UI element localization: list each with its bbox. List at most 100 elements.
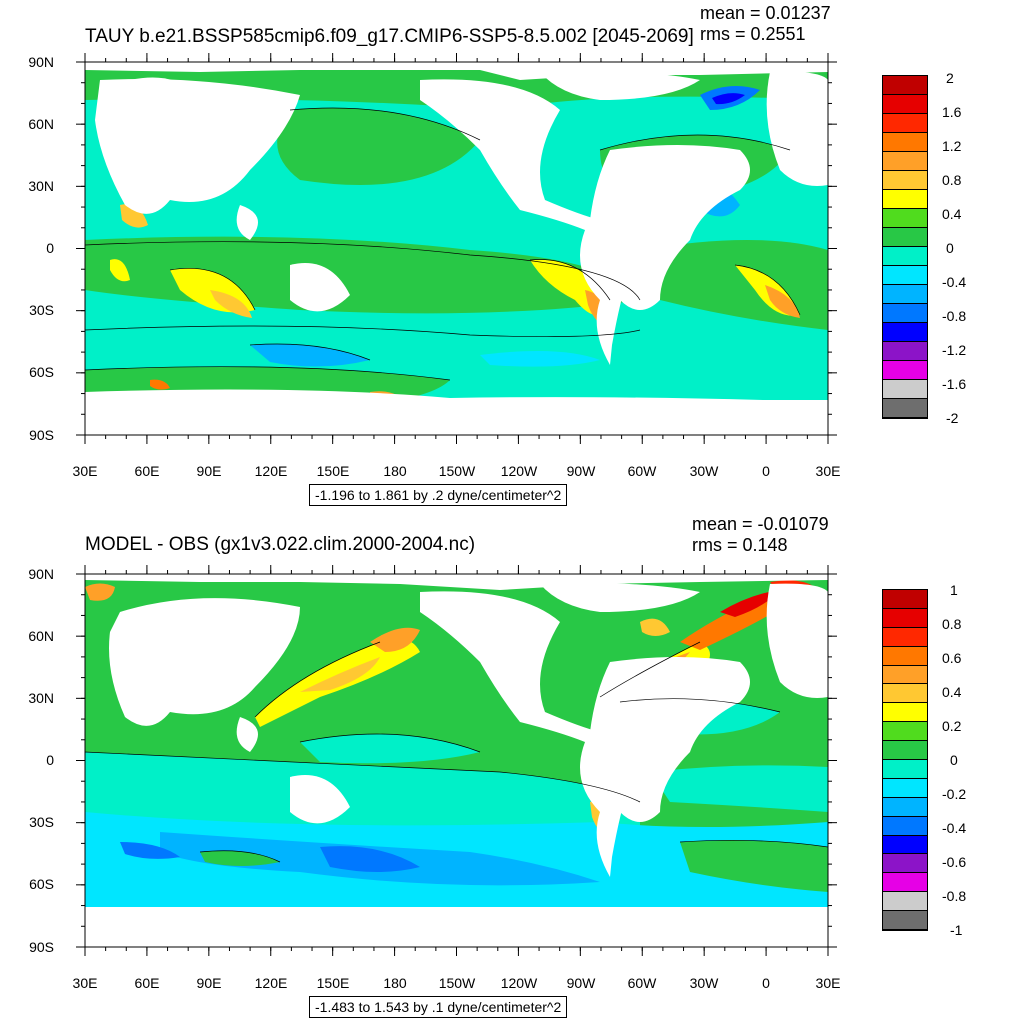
top-land bbox=[85, 62, 828, 435]
lat-label: 30N bbox=[28, 690, 54, 706]
colorbar-label: -2 bbox=[946, 410, 959, 426]
colorbar-label: 0.4 bbox=[942, 684, 962, 700]
bottom-axis-ticks bbox=[76, 565, 837, 956]
lon-label: 180 bbox=[383, 463, 407, 479]
colorbar-swatch bbox=[883, 152, 927, 171]
colorbar-swatch bbox=[883, 892, 927, 912]
colorbar-label: 0.8 bbox=[942, 616, 962, 632]
top-axis-ticks bbox=[76, 53, 837, 444]
lon-label: 90W bbox=[566, 975, 596, 991]
colorbar-swatch bbox=[883, 608, 927, 628]
colorbar-swatch bbox=[883, 323, 927, 342]
lat-label: 60N bbox=[28, 116, 54, 132]
colorbar-label: 0 bbox=[950, 752, 958, 768]
top-map-panel: TAUY b.e21.BSSP585cmip6.f09_g17.CMIP6-SS… bbox=[28, 3, 967, 506]
colorbar-label: -0.8 bbox=[942, 888, 967, 904]
lon-label: 30E bbox=[72, 463, 98, 479]
bottom-colorbar bbox=[882, 589, 928, 931]
colorbar-swatch bbox=[883, 741, 927, 760]
top-field bbox=[85, 62, 828, 435]
colorbar-label: 1.2 bbox=[942, 138, 962, 154]
lat-label: 30S bbox=[29, 814, 54, 830]
colorbar-swatch bbox=[883, 797, 927, 817]
bottom-contour-range-box: -1.483 to 1.543 by .1 dyne/centimeter^2 bbox=[309, 996, 568, 1018]
lat-label: 30S bbox=[29, 302, 54, 318]
colorbar-label: -1.2 bbox=[942, 342, 967, 358]
colorbar-label: -0.4 bbox=[942, 274, 967, 290]
lat-label: 90N bbox=[28, 566, 54, 582]
lon-label: 0 bbox=[762, 975, 770, 991]
lon-label: 30E bbox=[815, 975, 841, 991]
lat-label: 30N bbox=[28, 178, 54, 194]
lon-label: 150E bbox=[316, 975, 350, 991]
bottom-rms-value: rms = 0.148 bbox=[692, 535, 788, 555]
colorbar-label: -0.6 bbox=[942, 854, 967, 870]
lon-label: 180 bbox=[383, 975, 407, 991]
lon-label: 60W bbox=[627, 975, 657, 991]
colorbar-label: -1.6 bbox=[942, 376, 967, 392]
colorbar-swatch bbox=[883, 171, 927, 190]
colorbar-swatch bbox=[883, 228, 927, 247]
colorbar-label: 2 bbox=[946, 70, 954, 86]
colorbar-swatch bbox=[883, 627, 927, 647]
lat-label: 60S bbox=[29, 364, 54, 380]
colorbar-label: -0.2 bbox=[942, 786, 967, 802]
top-map-canvas bbox=[76, 53, 837, 444]
colorbar-swatch bbox=[883, 760, 927, 779]
colorbar-swatch bbox=[883, 304, 927, 323]
top-mean-value: mean = 0.01237 bbox=[700, 3, 831, 23]
lon-label: 120E bbox=[254, 975, 288, 991]
bottom-land bbox=[85, 574, 828, 947]
colorbar-swatch bbox=[883, 95, 927, 114]
top-contour-range-box: -1.196 to 1.861 by .2 dyne/centimeter^2 bbox=[309, 484, 568, 506]
bottom-map-title: MODEL - OBS (gx1v3.022.clim.2000-2004.nc… bbox=[85, 534, 476, 555]
bottom-contours bbox=[85, 641, 828, 863]
lat-label: 60N bbox=[28, 628, 54, 644]
lon-label: 150E bbox=[316, 463, 350, 479]
bottom-map-canvas bbox=[76, 565, 837, 956]
colorbar-swatch bbox=[883, 266, 927, 285]
colorbar-swatch bbox=[883, 684, 927, 704]
colorbar-swatch bbox=[883, 665, 927, 685]
lon-label: 90E bbox=[196, 463, 222, 479]
bottom-colorbar-swatches bbox=[882, 589, 928, 931]
bottom-mean-value: mean = -0.01079 bbox=[692, 514, 829, 534]
colorbar-swatch bbox=[883, 703, 927, 723]
lat-label: 0 bbox=[46, 752, 54, 768]
colorbar-swatch bbox=[883, 209, 927, 228]
lon-label: 150W bbox=[438, 463, 476, 479]
top-contours bbox=[85, 107, 801, 381]
lon-label: 60W bbox=[627, 463, 657, 479]
colorbar-label: -0.4 bbox=[942, 820, 967, 836]
colorbar-label: -1 bbox=[950, 922, 963, 938]
colorbar-swatch bbox=[883, 285, 927, 304]
lon-label: 30E bbox=[815, 463, 841, 479]
colorbar-swatch bbox=[883, 911, 927, 930]
colorbar-swatch bbox=[883, 114, 927, 133]
colorbar-label: 1.6 bbox=[942, 104, 962, 120]
bottom-map-panel: MODEL - OBS (gx1v3.022.clim.2000-2004.nc… bbox=[0, 512, 1024, 1024]
lat-label: 0 bbox=[46, 240, 54, 256]
lon-label: 30W bbox=[689, 975, 719, 991]
lat-label: 90S bbox=[29, 427, 54, 443]
top-colorbar bbox=[882, 75, 928, 419]
bottom-field bbox=[85, 574, 828, 947]
lon-label: 60E bbox=[134, 975, 160, 991]
lat-label: 90N bbox=[28, 54, 54, 70]
lat-label: 60S bbox=[29, 876, 54, 892]
lon-label: 120W bbox=[500, 975, 538, 991]
colorbar-swatch bbox=[883, 816, 927, 836]
colorbar-swatch bbox=[883, 778, 927, 798]
colorbar-label: 0.4 bbox=[942, 206, 962, 222]
colorbar-swatch bbox=[883, 646, 927, 666]
lon-label: 120E bbox=[254, 463, 288, 479]
lon-label: 30E bbox=[72, 975, 98, 991]
colorbar-swatch bbox=[883, 247, 927, 266]
top-map-title: TAUY b.e21.BSSP585cmip6.f09_g17.CMIP6-SS… bbox=[85, 26, 694, 47]
colorbar-swatch bbox=[883, 361, 927, 380]
colorbar-label: 1 bbox=[950, 582, 958, 598]
lon-label: 30W bbox=[689, 463, 719, 479]
top-rms-value: rms = 0.2551 bbox=[700, 24, 806, 44]
colorbar-swatch bbox=[883, 835, 927, 855]
colorbar-swatch bbox=[883, 399, 927, 418]
